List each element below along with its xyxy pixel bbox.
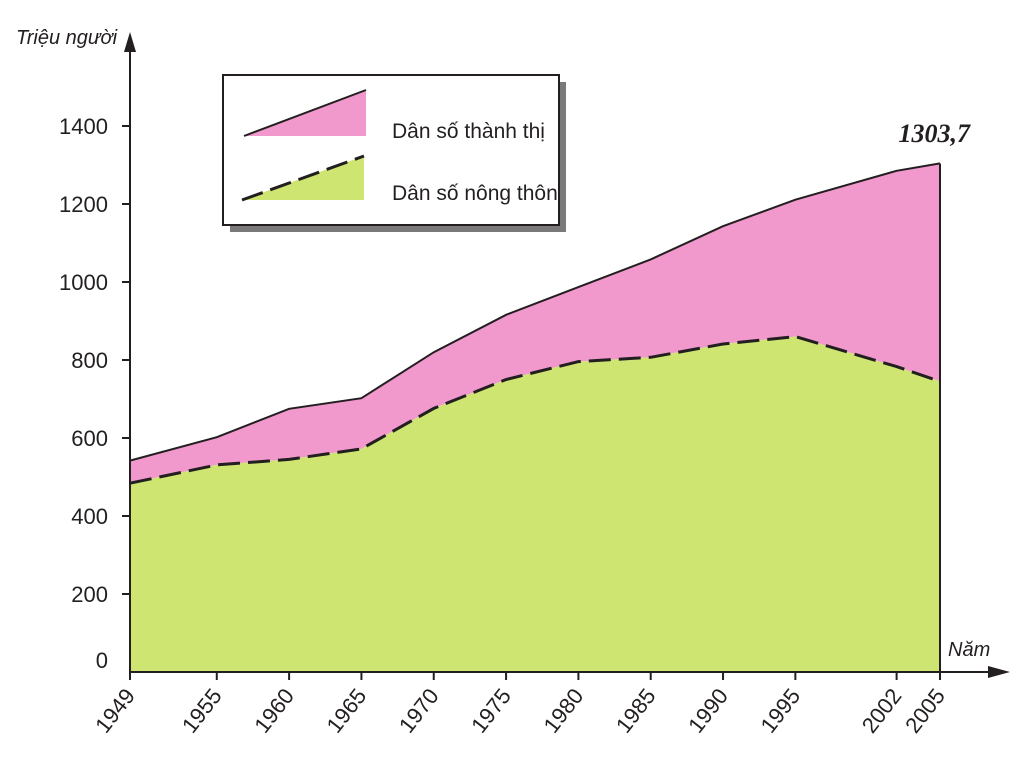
x-axis-title: Năm: [948, 639, 990, 661]
rural-line: [129, 335, 941, 485]
total-annotation: 1303,7: [899, 119, 972, 148]
x-tick-label: 1960: [249, 684, 299, 738]
y-tick-label: 600: [71, 426, 108, 451]
y-axis-title: Triệu người: [16, 27, 118, 49]
x-tick-label: 1949: [90, 684, 140, 738]
legend: Dân số thành thị Dân số nông thôn: [222, 74, 566, 232]
legend-label-urban: Dân số thành thị: [392, 120, 545, 143]
chart-areas: [129, 162, 941, 672]
y-tick-label: 1000: [59, 270, 108, 295]
y-tick-label: 1200: [59, 192, 108, 217]
x-tick-label: 1975: [466, 684, 516, 738]
y-tick-label: 800: [71, 348, 108, 373]
x-axis-arrow: [988, 666, 1010, 678]
legend-label-rural: Dân số nông thôn: [392, 182, 558, 205]
total-line: [129, 162, 941, 462]
y-tick-label: 200: [71, 582, 108, 607]
x-tick-label: 1985: [611, 684, 661, 738]
x-tick-label: 1965: [322, 684, 372, 738]
y-tick-label: 1400: [59, 114, 108, 139]
x-tick-label: 1955: [177, 684, 227, 738]
y-tick-label: 400: [71, 504, 108, 529]
x-tick-label: 2005: [900, 684, 950, 738]
chart-labels: Triệu người Năm 1303,7: [16, 27, 990, 661]
x-tick-label: 1970: [394, 684, 444, 738]
x-tick-label: 1980: [538, 684, 588, 738]
rural-area: [130, 336, 940, 672]
y-axis-arrow: [124, 32, 136, 52]
y-tick-label: 0: [96, 648, 108, 673]
x-tick-label: 1995: [755, 684, 805, 738]
legend-line-rural: [241, 154, 365, 202]
x-tick-label: 2002: [857, 684, 907, 738]
legend-line-urban: [243, 89, 367, 137]
x-tick-label: 1990: [683, 684, 733, 738]
